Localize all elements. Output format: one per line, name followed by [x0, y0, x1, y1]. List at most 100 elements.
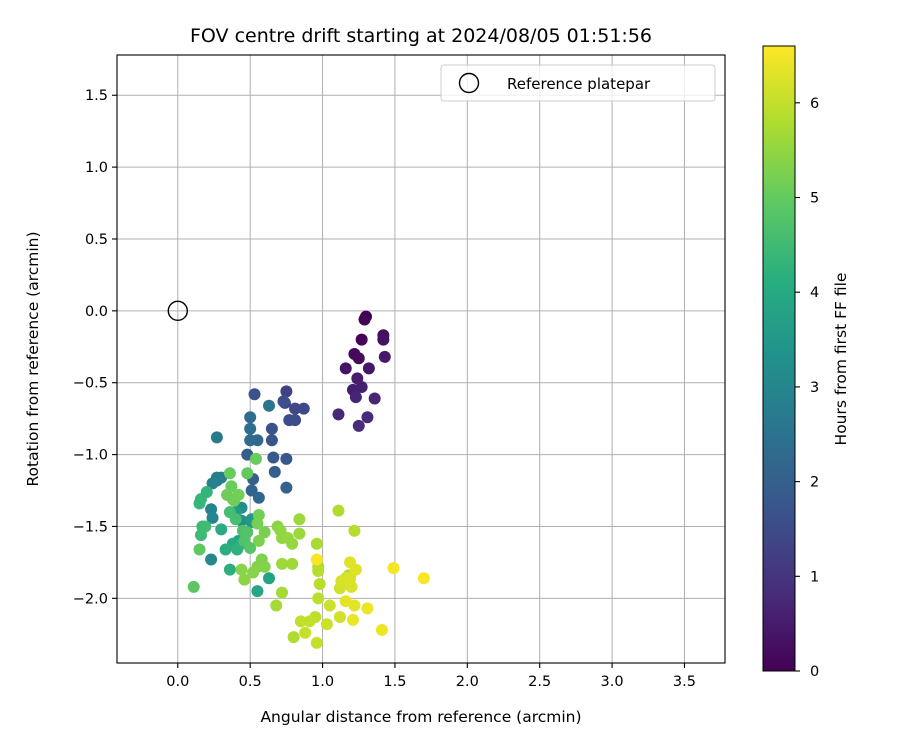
data-point — [276, 586, 289, 599]
colorbar-tick-label: 4 — [810, 285, 819, 301]
x-tick-label: 3.0 — [601, 674, 624, 690]
y-tick-label: −1.5 — [73, 519, 108, 535]
data-point — [249, 452, 262, 465]
data-point — [244, 542, 257, 555]
data-point — [193, 497, 206, 510]
data-point — [312, 592, 325, 605]
x-tick-label: 0.0 — [166, 674, 189, 690]
data-point — [267, 451, 280, 464]
x-axis-label: Angular distance from reference (arcmin) — [260, 708, 581, 726]
y-tick-label: 1.5 — [85, 88, 108, 104]
colorbar-tick-label: 6 — [810, 96, 819, 112]
y-tick-label: −2.0 — [73, 591, 108, 607]
data-point — [277, 395, 290, 408]
data-point — [303, 615, 316, 628]
data-point — [310, 636, 323, 649]
data-point — [387, 562, 400, 575]
data-point — [375, 623, 388, 636]
data-point — [287, 631, 300, 644]
data-point — [417, 572, 430, 585]
data-point — [310, 553, 323, 566]
data-point — [355, 381, 368, 394]
data-point — [310, 537, 323, 550]
data-point — [286, 537, 299, 550]
data-point — [276, 557, 289, 570]
data-point — [206, 511, 219, 524]
data-point — [229, 513, 242, 526]
x-tick-label: 2.0 — [456, 674, 479, 690]
data-point — [187, 580, 200, 593]
data-point — [268, 465, 281, 478]
data-point — [355, 333, 368, 346]
data-point — [252, 491, 265, 504]
colorbar-tick-label: 3 — [810, 380, 819, 396]
x-axis-ticks: 0.0 0.5 1.0 1.5 2.0 2.5 3.0 3.5 — [166, 663, 696, 690]
data-point — [313, 577, 326, 590]
data-point — [286, 557, 299, 570]
data-point — [219, 543, 232, 556]
data-point — [332, 408, 345, 421]
data-point — [293, 527, 306, 540]
scatter-points — [187, 310, 430, 649]
data-point — [297, 402, 310, 415]
data-point — [258, 526, 271, 539]
data-point — [263, 572, 275, 585]
legend-box — [440, 64, 716, 102]
colorbar-tick-label: 0 — [810, 664, 819, 680]
data-point — [223, 563, 236, 576]
data-point — [332, 504, 345, 517]
data-point — [241, 526, 254, 539]
colorbar: 0 1 2 3 4 5 6 Hours from first FF file — [762, 45, 850, 680]
data-point — [348, 524, 361, 537]
data-point — [346, 613, 359, 626]
colorbar-label: Hours from first FF file — [832, 273, 850, 446]
data-point — [345, 580, 358, 593]
y-axis-label: Rotation from reference (arcmin) — [24, 231, 42, 486]
data-point — [235, 563, 248, 576]
data-point — [265, 422, 278, 435]
data-point — [362, 362, 375, 375]
data-point — [293, 513, 306, 526]
data-point — [241, 467, 254, 480]
data-point — [247, 566, 260, 579]
data-point — [265, 434, 278, 447]
data-point — [320, 618, 333, 631]
x-tick-label: 1.5 — [383, 674, 406, 690]
data-point — [244, 411, 257, 424]
chart-title: FOV centre drift starting at 2024/08/05 … — [190, 25, 652, 47]
data-point — [352, 352, 365, 365]
y-tick-label: −0.5 — [73, 376, 108, 392]
data-point — [299, 626, 312, 639]
x-tick-label: 2.5 — [528, 674, 551, 690]
data-point — [312, 565, 325, 578]
data-point — [205, 553, 218, 566]
data-point — [349, 563, 362, 576]
data-point — [289, 414, 302, 427]
data-point — [333, 611, 346, 624]
data-point — [210, 431, 223, 444]
data-point — [258, 560, 271, 573]
data-point — [238, 573, 251, 586]
data-point — [323, 599, 336, 612]
data-point — [378, 350, 391, 363]
x-tick-label: 3.5 — [673, 674, 696, 690]
x-tick-label: 0.5 — [239, 674, 262, 690]
data-point — [280, 452, 293, 465]
legend: Reference platepar — [440, 64, 716, 102]
data-point — [232, 488, 245, 501]
data-point — [251, 585, 264, 598]
colorbar-ticks: 0 1 2 3 4 5 6 — [795, 96, 819, 680]
data-point — [348, 599, 361, 612]
data-point — [294, 615, 307, 628]
data-point — [199, 520, 212, 533]
data-point — [252, 534, 265, 547]
x-tick-label: 1.0 — [311, 674, 334, 690]
reference-platepar-marker — [167, 300, 189, 322]
data-point — [270, 599, 283, 612]
data-point — [289, 402, 302, 415]
colorbar-tick-label: 2 — [810, 475, 819, 491]
data-point — [244, 434, 257, 447]
y-tick-label: −1.0 — [73, 448, 108, 464]
data-point — [251, 517, 264, 530]
